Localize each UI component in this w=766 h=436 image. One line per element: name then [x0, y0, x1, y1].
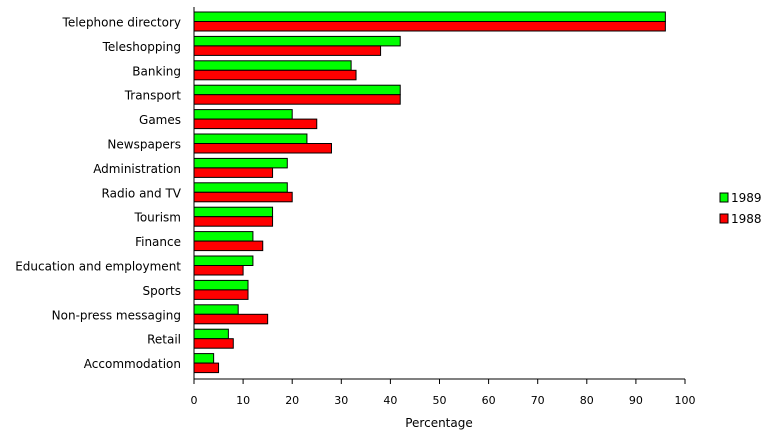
bar-1988-2 [193, 69, 357, 81]
x-tick-label: 10 [236, 394, 250, 407]
bar-1989-0 [193, 11, 666, 22]
legend-label-1988: 1988 [731, 212, 762, 226]
bar-1989-7 [193, 182, 288, 193]
legend-swatch-1989 [719, 192, 729, 203]
x-tick-label: 100 [675, 394, 696, 407]
category-label: Banking [132, 64, 181, 78]
bar-1988-9 [193, 240, 264, 252]
legend-label-1989: 1989 [731, 191, 762, 205]
x-tick-label: 30 [334, 394, 348, 407]
x-tick-label: 20 [285, 394, 299, 407]
category-label: Newspapers [107, 138, 181, 152]
category-label: Transport [124, 89, 182, 103]
bar-1989-8 [193, 206, 274, 218]
bar-1989-9 [193, 231, 254, 242]
x-tick-label: 40 [383, 394, 397, 407]
bar-1988-13 [193, 338, 234, 349]
bar-1988-5 [193, 143, 332, 154]
bar-1988-10 [193, 265, 244, 276]
category-labels: Telephone directory Teleshopping Banking Tr… [15, 16, 182, 372]
bar-group [193, 11, 666, 374]
bar-1989-6 [193, 157, 288, 169]
x-tick-label: 60 [482, 394, 496, 407]
x-tick-label: 70 [531, 394, 545, 407]
category-label: Teleshopping [102, 40, 181, 54]
bar-1988-11 [193, 289, 249, 300]
category-label: Accommodation [84, 357, 181, 371]
x-ticks: 0 10 20 30 40 50 60 70 80 90 100 [191, 379, 696, 407]
bar-1988-6 [193, 167, 274, 178]
bar-1988-8 [193, 216, 274, 227]
bar-1988-12 [193, 313, 269, 325]
bar-1988-7 [193, 191, 293, 203]
bar-1988-4 [193, 118, 318, 130]
bar-1989-3 [193, 84, 401, 96]
category-label: Tourism [134, 211, 181, 225]
x-axis-title: Percentage [405, 416, 473, 430]
bar-1989-10 [193, 255, 254, 266]
category-label: Finance [135, 235, 181, 249]
x-tick-label: 50 [433, 394, 447, 407]
legend-swatch-1988 [719, 213, 729, 224]
bar-1989-11 [193, 279, 249, 291]
x-tick-label: 80 [580, 394, 594, 407]
category-label: Non-press messaging [52, 308, 181, 322]
bar-1989-13 [193, 328, 229, 340]
bar-1989-2 [193, 60, 352, 71]
category-label: Telephone directory [62, 16, 181, 30]
bar-1988-3 [193, 94, 401, 105]
x-tick-label: 0 [191, 394, 198, 407]
bar-1989-4 [193, 109, 293, 120]
category-label: Administration [93, 162, 181, 176]
x-tick-label: 90 [629, 394, 643, 407]
bar-1988-1 [193, 45, 382, 56]
category-label: Education and employment [15, 260, 181, 274]
bar-1989-14 [193, 353, 215, 364]
bar-1988-0 [193, 21, 666, 32]
category-label: Sports [143, 284, 181, 298]
bar-1988-14 [193, 362, 220, 374]
bar-1989-12 [193, 304, 239, 315]
bar-1989-1 [193, 35, 401, 47]
bar-1989-5 [193, 133, 308, 144]
category-label: Games [139, 113, 181, 127]
legend: 1989 1988 [719, 191, 762, 226]
category-label: Radio and TV [102, 186, 182, 200]
category-label: Retail [147, 333, 181, 347]
